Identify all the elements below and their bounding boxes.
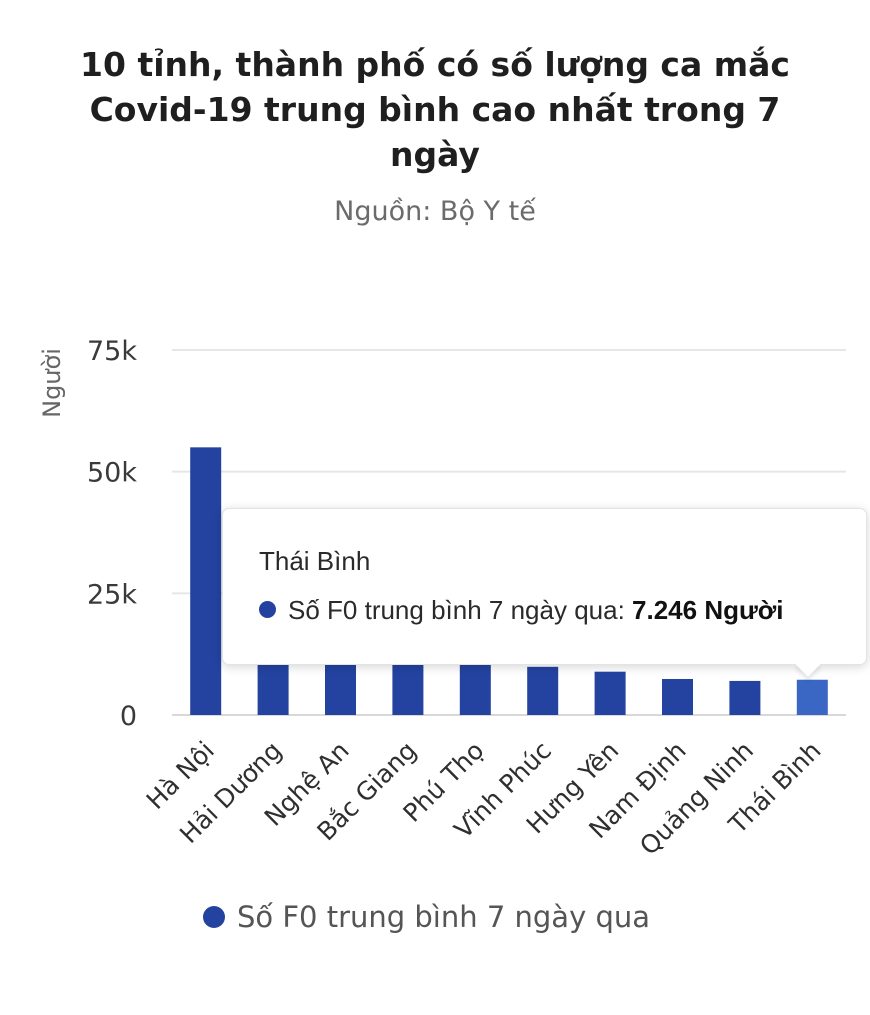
- chart-title: 10 tỉnh, thành phố có số lượng ca mắc Co…: [80, 45, 790, 174]
- tooltip-title: Thái Bình: [259, 546, 371, 576]
- bar[interactable]: [459, 663, 491, 715]
- tooltip-series-label: Số F0 trung bình 7 ngày qua:: [288, 595, 625, 625]
- tooltip-value: 7.246 Người: [632, 595, 784, 625]
- y-tick-label: 25k: [87, 579, 137, 610]
- tooltip-row: Số F0 trung bình 7 ngày qua: 7.246 Người: [259, 595, 784, 626]
- bar[interactable]: [729, 680, 761, 715]
- bar[interactable]: [392, 661, 424, 715]
- series-color-dot: [259, 601, 276, 618]
- y-axis-title: Người: [38, 348, 66, 418]
- bar[interactable]: [796, 679, 828, 715]
- bar[interactable]: [190, 447, 222, 715]
- bar[interactable]: [594, 671, 626, 715]
- tooltip: Thái Bình Số F0 trung bình 7 ngày qua: 7…: [222, 508, 867, 677]
- bar[interactable]: [325, 659, 356, 715]
- legend-marker: [203, 906, 225, 928]
- bar[interactable]: [527, 666, 559, 715]
- legend-item[interactable]: Số F0 trung bình 7 ngày qua: [203, 900, 650, 934]
- bar[interactable]: [662, 678, 693, 715]
- chart-subtitle: Nguồn: Bộ Y tế: [334, 196, 536, 227]
- y-tick-label: 0: [120, 701, 137, 732]
- y-tick-label: 75k: [87, 336, 137, 367]
- legend-label: Số F0 trung bình 7 ngày qua: [237, 900, 651, 934]
- y-tick-label: 50k: [87, 458, 137, 489]
